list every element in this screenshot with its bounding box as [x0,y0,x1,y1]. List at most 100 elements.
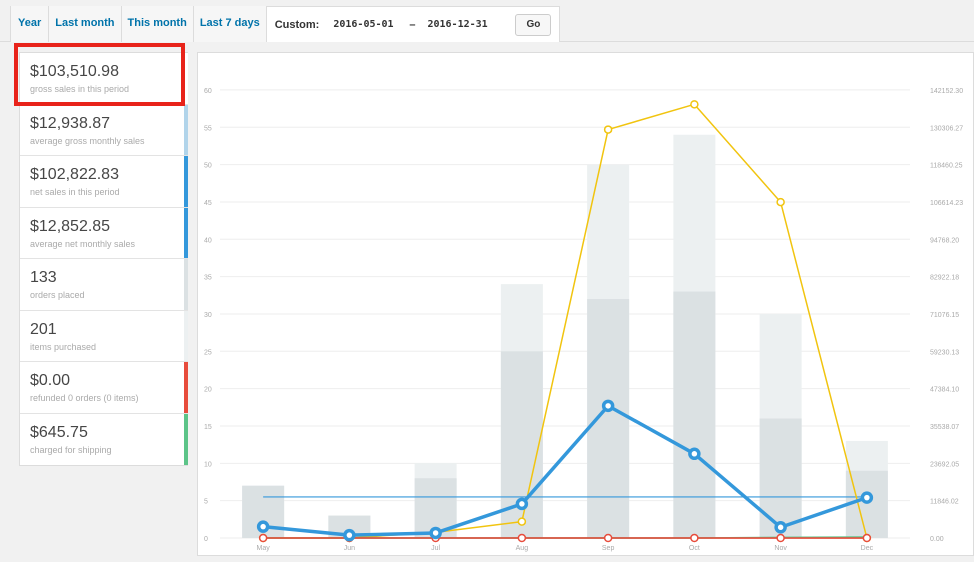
y2-tick-label: 142152.30 [930,88,963,95]
y2-tick-label: 71076.15 [930,312,959,319]
stat-amount: $102,822.83 [30,166,119,183]
y2-tick-label: 35538.07 [930,424,959,431]
stat-color-bar [184,207,188,258]
x-tick-label: Dec [861,545,874,552]
series-point [517,533,527,543]
y2-tick-label: 106614.23 [930,200,963,207]
y2-tick-label: 118460.25 [930,163,963,170]
y2-tick-label: 59230.13 [930,349,959,356]
y-tick-label: 50 [204,163,212,170]
tab-last-month[interactable]: Last month [49,6,122,42]
y2-tick-label: 130306.27 [930,125,963,132]
stat-desc: orders placed [30,290,85,300]
y-tick-label: 45 [204,200,212,207]
x-tick-label: Aug [516,545,529,552]
stat-net-sales[interactable]: $102,822.83 net sales in this period [20,156,188,208]
stat-color-bar [184,413,188,465]
stat-amount: 201 [30,320,57,338]
tab-year[interactable]: Year [10,6,50,42]
range-tabs: Year Last month This month Last 7 days C… [10,6,561,42]
custom-label: Custom: [274,18,320,31]
series-point [256,520,270,533]
series-point [690,100,699,109]
stat-desc: gross sales in this period [30,84,130,94]
y2-tick-label: 11846.02 [930,499,959,506]
stat-amount: 133 [30,269,57,286]
tab-this-month[interactable]: This month [121,6,194,42]
series-point [603,125,613,134]
x-tick-label: Oct [689,545,700,552]
series-line [263,103,868,539]
stat-gross-sales[interactable]: $103,510.98 gross sales in this period [20,53,188,105]
sales-chart: 0 0.00 5 11846.02 10 23692.05 15 35538.07 20 4738… [197,52,974,556]
stat-average-gross[interactable]: $12,938.87 average gross monthly sales [20,104,188,156]
stat-refunded[interactable]: $0.00 refunded 0 orders (0 items) [20,362,188,414]
y2-tick-label: 47384.10 [930,387,959,394]
y2-tick-label: 82922.18 [930,275,959,282]
series-point [343,528,356,542]
custom-range: Custom: – Go [266,6,561,42]
stat-desc: charged for shipping [30,444,112,455]
stat-amount: $0.00 [30,372,71,389]
stat-desc: items purchased [30,341,97,352]
series-line [262,404,868,537]
series-point [690,533,699,543]
y-tick-label: 30 [204,312,212,319]
stat-items-purchased[interactable]: 201 items purchased [20,310,188,362]
series-point [776,533,785,543]
series-point [774,521,787,534]
series-point [776,197,785,207]
y-tick-label: 0 [204,536,208,543]
y-tick-label: 15 [204,424,212,431]
stat-amount: $12,852.85 [30,217,111,235]
stat-desc: average gross monthly sales [30,135,145,146]
stat-desc: net sales in this period [30,187,120,197]
series-point [603,533,613,543]
top-bar: Year Last month This month Last 7 days C… [0,0,974,42]
x-tick-label: May [257,545,271,552]
stat-amount: $12,938.87 [30,114,111,132]
y-tick-label: 55 [204,125,212,132]
stat-amount: $103,510.98 [30,63,119,80]
stat-amount: $645.75 [30,423,88,441]
y-tick-label: 10 [204,461,212,468]
x-tick-label: Jul [431,545,440,552]
tab-last-7-days[interactable]: Last 7 days [193,6,267,42]
series-point [860,491,874,504]
series-point [688,447,701,461]
stat-desc: average net monthly sales [30,238,136,249]
stat-color-bar [184,259,188,310]
start-date-input[interactable] [333,19,404,30]
series-point [515,497,529,511]
series-point [517,517,527,526]
bar [587,299,630,538]
bar [673,291,716,538]
chart-svg: 0 0.00 5 11846.02 10 23692.05 15 35538.07 20 4738… [204,88,963,552]
stat-color-bar [184,362,188,413]
x-tick-label: Sep [602,545,615,552]
stat-color-bar [184,104,188,155]
stat-color-bar [184,310,188,361]
y-tick-label: 5 [204,499,208,506]
y-tick-label: 60 [204,88,212,95]
series-point [601,399,615,413]
go-button[interactable]: Go [515,13,552,36]
series-point [429,526,442,540]
stats-legend: $103,510.98 gross sales in this period $1… [19,52,188,466]
x-tick-label: Jun [344,545,355,552]
x-tick-label: Nov [774,545,787,552]
y-tick-label: 40 [204,237,212,244]
stat-color-bar [184,53,188,104]
y-tick-label: 35 [204,275,212,282]
stat-shipping[interactable]: $645.75 charged for shipping [20,413,188,465]
stat-orders-placed[interactable]: 133 orders placed [20,259,188,311]
stat-average-net[interactable]: $12,852.85 average net monthly sales [20,207,188,259]
y-tick-label: 25 [204,349,212,356]
stat-color-bar [184,156,188,207]
series-point [862,533,872,543]
date-separator: – [409,18,416,31]
end-date-input[interactable] [427,19,498,30]
series-point [258,533,268,543]
y2-tick-label: 23692.05 [930,461,959,468]
y2-tick-label: 94768.20 [930,237,959,244]
